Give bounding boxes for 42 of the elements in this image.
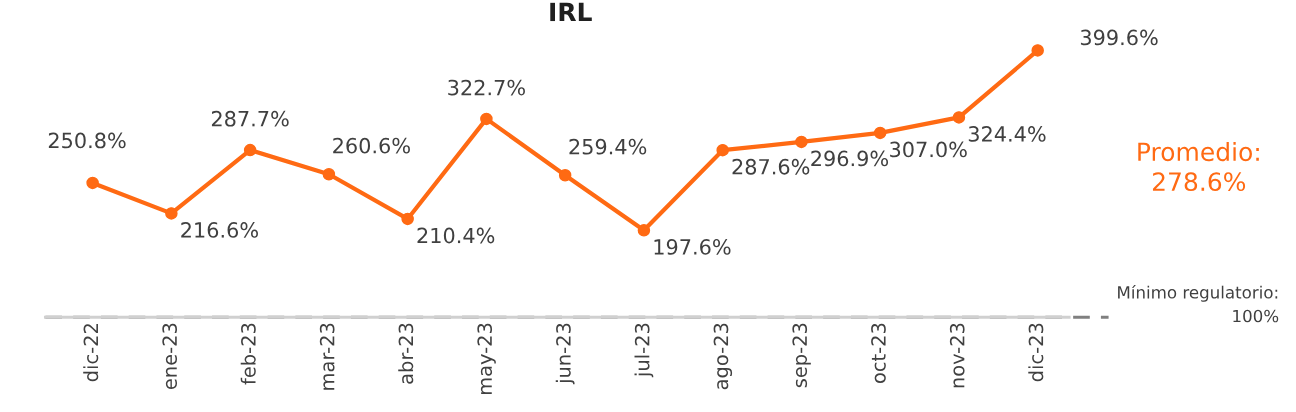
- x-tick-label: ago-23: [713, 323, 733, 390]
- data-label: 287.6%: [732, 158, 810, 175]
- data-label: 307.0%: [890, 141, 967, 158]
- x-tick-label: nov-23: [949, 323, 965, 388]
- x-tick-label: feb-23: [240, 323, 256, 385]
- data-label: 210.4%: [417, 227, 495, 244]
- data-label: 322.7%: [448, 79, 525, 96]
- point: [1031, 44, 1044, 57]
- data-label: 399.6%: [1080, 29, 1158, 46]
- point: [558, 169, 572, 182]
- data-label: 259.4%: [569, 138, 647, 155]
- x-tick-label: abr-23: [398, 323, 414, 384]
- data-label: 296.9%: [811, 150, 889, 167]
- point: [86, 176, 99, 190]
- point: [873, 126, 887, 140]
- x-tick-label: jun-23: [555, 323, 575, 385]
- data-label: 324.4%: [968, 126, 1046, 142]
- data-label: 216.6%: [181, 222, 258, 238]
- x-tick-label: mar-23: [319, 323, 335, 390]
- point: [243, 143, 257, 157]
- point: [637, 224, 651, 237]
- x-tick-label: oct-23: [871, 323, 886, 383]
- text: Promedio: 278.6%: [1138, 141, 1259, 192]
- point: [480, 112, 493, 126]
- x-tick-label: dic-23: [1028, 323, 1044, 382]
- point: [165, 207, 178, 220]
- data-label: 197.6%: [654, 239, 731, 255]
- point: [952, 111, 966, 124]
- point: [401, 212, 414, 226]
- point: [322, 167, 336, 181]
- chart-title: IRL: [550, 2, 592, 22]
- ref-line-label: Mínimo regulatorio: 100%: [1118, 285, 1279, 323]
- x-tick-label: may-23: [477, 323, 496, 395]
- x-tick-label: sep-23: [792, 323, 811, 388]
- data-label: 260.6%: [333, 137, 410, 154]
- x-tick-label: jul-23: [634, 323, 654, 378]
- point: [795, 135, 808, 149]
- x-tick-label: dic-22: [83, 324, 99, 382]
- point: [716, 143, 729, 157]
- x-tick-label: ene-23: [162, 323, 178, 390]
- data-label: 287.7%: [211, 110, 289, 127]
- data-label: 250.8%: [48, 132, 126, 149]
